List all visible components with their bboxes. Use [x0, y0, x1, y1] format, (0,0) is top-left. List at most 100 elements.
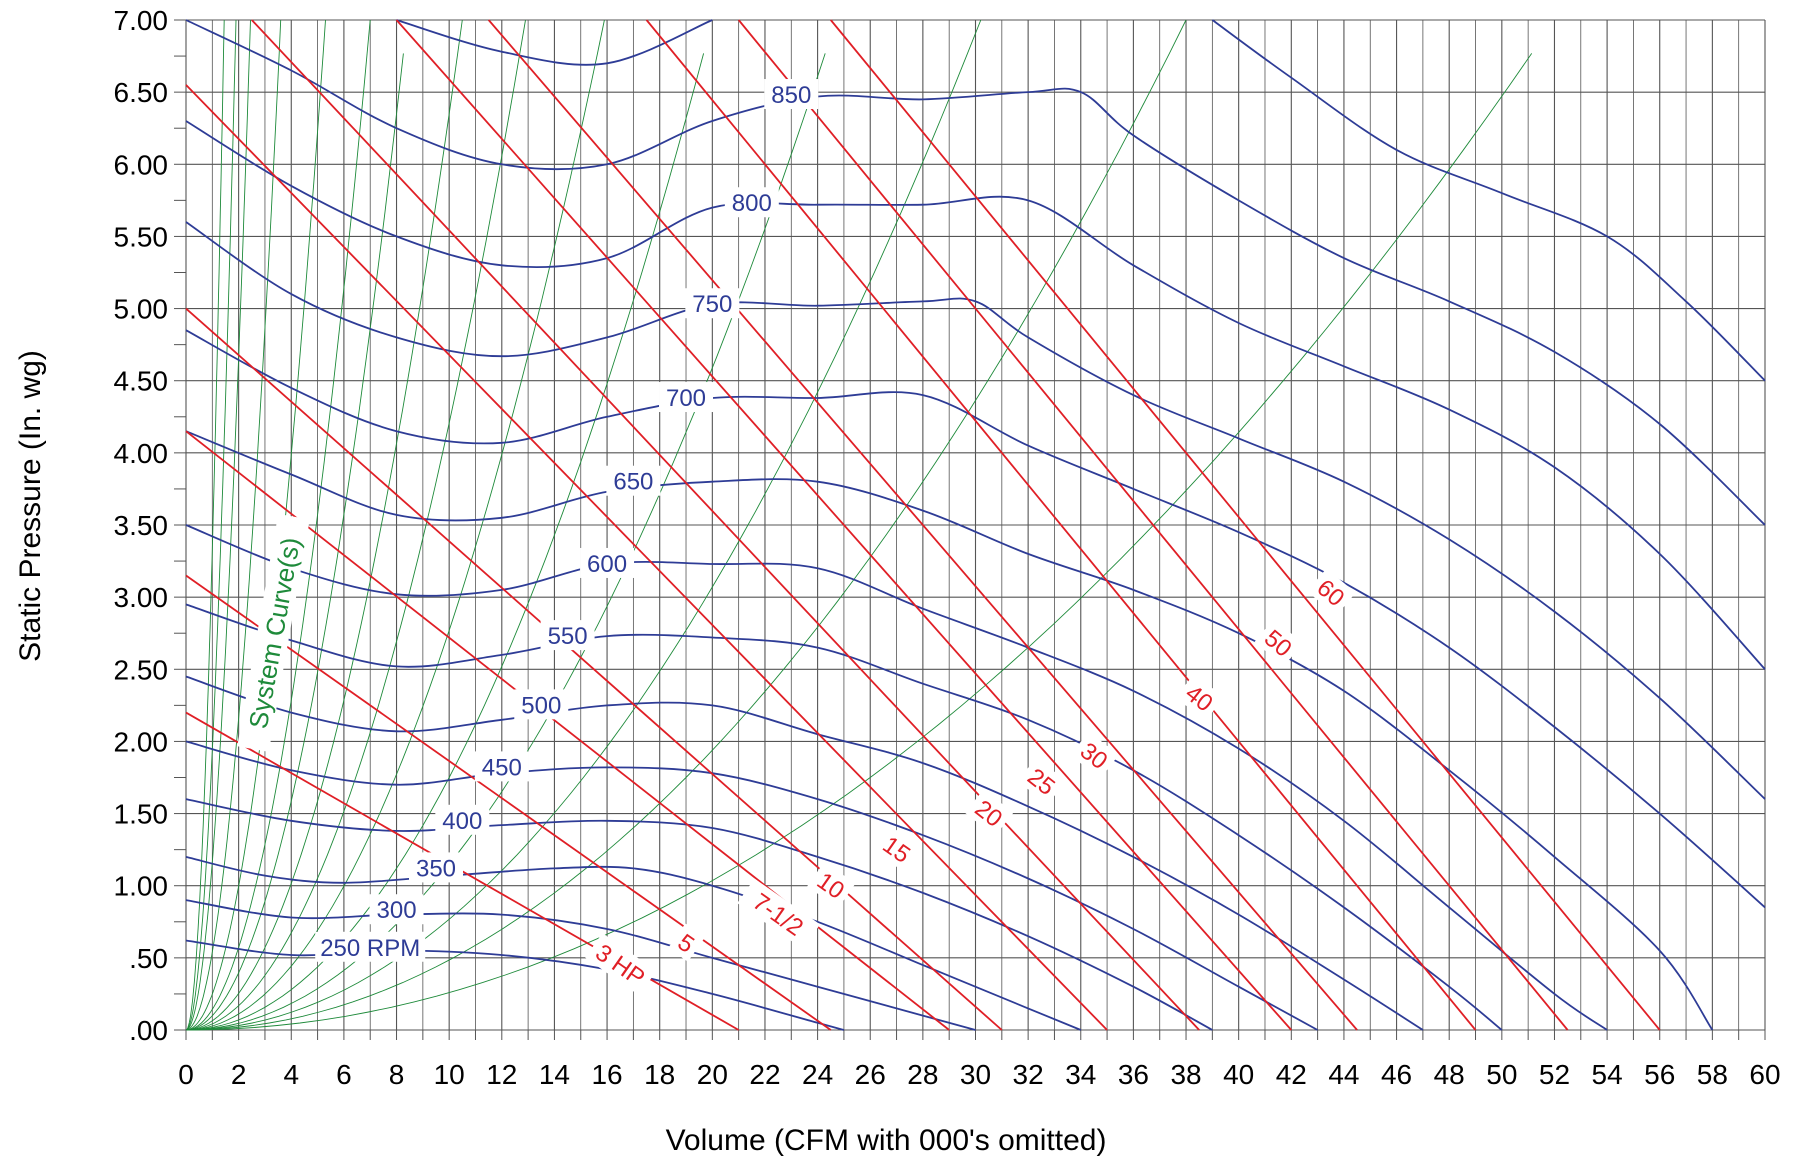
- system-curve: [185, 19, 605, 1031]
- x-tick-label: 4: [283, 1059, 299, 1090]
- curve-labels: 250 RPM300350400450500550600650700750800…: [237, 79, 1356, 996]
- y-tick-label: .00: [129, 1015, 168, 1046]
- x-tick-label: 30: [960, 1059, 991, 1090]
- y-tick-label: 2.50: [114, 654, 169, 685]
- system-curve: [185, 53, 705, 1031]
- y-axis-title: Static Pressure (In. wg): [14, 350, 47, 662]
- y-tick-label: 3.50: [114, 510, 169, 541]
- rpm-label-bg: [369, 894, 424, 925]
- rpm-label: 650: [613, 469, 653, 496]
- x-tick-label: 22: [749, 1059, 780, 1090]
- system-curve: [185, 19, 371, 1031]
- y-tick-label: 5.00: [114, 294, 169, 325]
- system-curve: [185, 19, 282, 1031]
- system-curve: [185, 19, 326, 1031]
- y-tick-label: 1.00: [114, 871, 169, 902]
- hp-line: [395, 19, 1292, 1031]
- system-curve-label: System Curve(s): [243, 535, 306, 731]
- rpm-label-bg: [435, 804, 490, 835]
- x-tick-label: 52: [1539, 1059, 1570, 1090]
- x-tick-label: 2: [231, 1059, 247, 1090]
- rpm-label: 550: [548, 623, 588, 650]
- rpm-label: 750: [692, 291, 732, 318]
- hp-line: [185, 430, 950, 1031]
- x-tick-label: 12: [486, 1059, 517, 1090]
- rpm-curve: [185, 939, 845, 1031]
- rpm-label: 300: [377, 897, 417, 924]
- hp-label-group: 3 HP: [585, 933, 657, 996]
- rpm-curve: [185, 19, 1766, 526]
- rpm-curve: [1211, 19, 1766, 382]
- x-tick-label: 56: [1644, 1059, 1675, 1090]
- x-tick-label: 20: [697, 1059, 728, 1090]
- y-tick-label: 6.50: [114, 77, 169, 108]
- system-curve-label-group: System Curve(s): [237, 513, 310, 752]
- system-label-bg: [237, 513, 310, 752]
- x-tick-label: 54: [1592, 1059, 1623, 1090]
- system-curve: [185, 19, 251, 1031]
- system-curve: [185, 19, 1187, 1031]
- rpm-label-bg: [764, 79, 819, 110]
- rpm-label: 850: [771, 82, 811, 109]
- y-tick-label: 3.00: [114, 582, 169, 613]
- x-tick-label: 36: [1118, 1059, 1149, 1090]
- rpm-label: 400: [442, 808, 482, 835]
- hp-label-bg: [1307, 568, 1356, 616]
- hp-line: [185, 84, 1108, 1031]
- rpm-label: 700: [666, 385, 706, 412]
- rpm-curve: [185, 603, 1503, 1031]
- hp-label-bg: [965, 789, 1014, 837]
- hp-label-bg: [1017, 757, 1067, 805]
- rpm-label-bg: [540, 620, 595, 651]
- x-tick-label: 16: [591, 1059, 622, 1090]
- x-tick-label: 6: [336, 1059, 352, 1090]
- rpm-label-bg: [315, 931, 426, 962]
- x-axis-title: Volume (CFM with 000's omitted): [666, 1124, 1107, 1157]
- hp-line: [185, 574, 832, 1031]
- rpm-label-bg: [606, 465, 661, 496]
- hp-label-group: 10: [807, 861, 856, 909]
- rpm-label: 800: [732, 190, 772, 217]
- hp-line: [830, 19, 1661, 1031]
- system-curve: [185, 19, 225, 1031]
- hp-line: [185, 307, 1003, 1031]
- x-tick-label: 18: [644, 1059, 675, 1090]
- x-tick-label: 24: [802, 1059, 833, 1090]
- hp-label-group: 25: [1017, 757, 1067, 805]
- rpm-label: 450: [482, 754, 522, 781]
- x-tick-label: 10: [434, 1059, 465, 1090]
- grid: [174, 19, 1766, 1040]
- horsepower-lines: [185, 19, 1661, 1031]
- rpm-label: 250 RPM: [320, 935, 420, 962]
- y-tick-label: 5.50: [114, 221, 169, 252]
- hp-line: [251, 19, 1200, 1031]
- hp-label-group: 5: [668, 923, 706, 962]
- rpm-curve: [185, 524, 1608, 1031]
- axis-ticks: 0 2 4 6 8 10 12 14 16 18 20 22 24 26 28 30 32 34 36 38 40 42 4…: [114, 5, 1781, 1090]
- x-tick-label: 38: [1170, 1059, 1201, 1090]
- y-tick-label: 4.50: [114, 366, 169, 397]
- y-tick-label: 7.00: [114, 5, 169, 36]
- hp-label-bg: [1070, 731, 1119, 779]
- rpm-label-bg: [474, 751, 529, 782]
- y-tick-label: .50: [129, 943, 168, 974]
- x-tick-label: 50: [1486, 1059, 1517, 1090]
- system-curves: [185, 19, 1533, 1031]
- rpm-curve: [185, 329, 1766, 909]
- rpm-curve: [185, 430, 1714, 1031]
- system-curve: [185, 53, 404, 1031]
- hp-label-group: 7-1/2: [737, 878, 821, 949]
- rpm-curve: [185, 899, 976, 1031]
- hp-line: [737, 19, 1569, 1031]
- rpm-curve: [185, 740, 1319, 1031]
- x-tick-label: 60: [1749, 1059, 1780, 1090]
- rpm-label-bg: [659, 382, 714, 413]
- y-tick-label: 1.50: [114, 799, 169, 830]
- y-tick-label: 4.00: [114, 438, 169, 469]
- x-tick-label: 8: [389, 1059, 405, 1090]
- hp-label-bg: [737, 878, 821, 949]
- rpm-curve: [185, 221, 1766, 800]
- system-curve: [185, 19, 237, 1031]
- x-tick-label: 40: [1223, 1059, 1254, 1090]
